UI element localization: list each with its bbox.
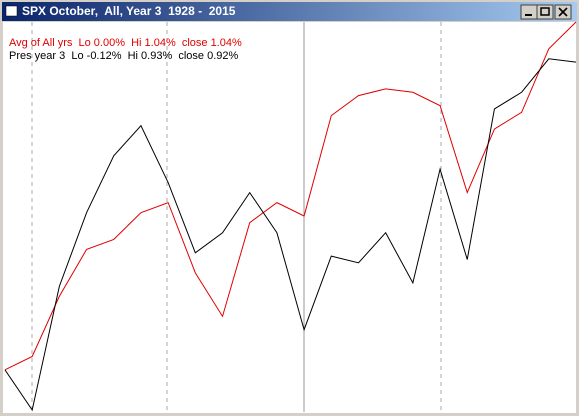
series-line bbox=[4, 58, 577, 412]
legend-entry: Pres year 3 Lo -0.12% Hi 0.93% close 0.9… bbox=[9, 50, 239, 62]
close-button[interactable] bbox=[554, 4, 572, 20]
app-icon bbox=[5, 5, 18, 17]
maximize-button[interactable] bbox=[536, 4, 554, 20]
title-bar bbox=[2, 2, 577, 21]
plot-area bbox=[3, 22, 576, 413]
minimize-button[interactable] bbox=[520, 4, 538, 20]
plot: Avg of All yrs Lo 0.00% Hi 1.04% close 1… bbox=[4, 21, 577, 412]
series-line bbox=[4, 21, 577, 371]
window-title: SPX October, All, Year 3 1928 - 2015 bbox=[22, 4, 236, 18]
legend-entry: Avg of All yrs Lo 0.00% Hi 1.04% close 1… bbox=[9, 37, 242, 49]
